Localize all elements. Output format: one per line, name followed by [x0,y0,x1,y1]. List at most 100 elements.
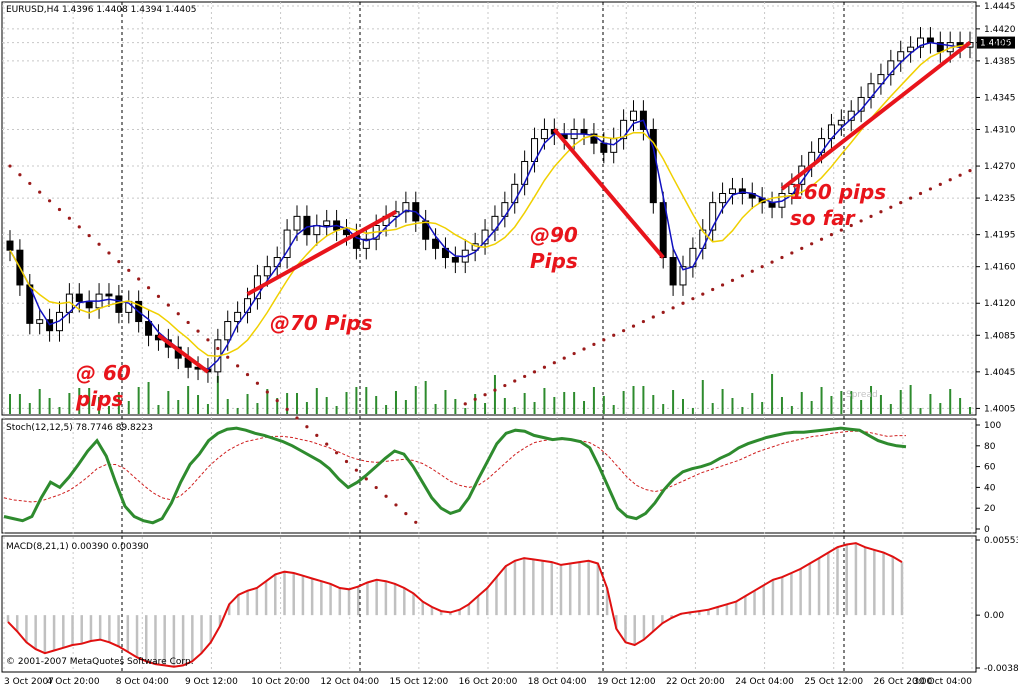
x-tick-label: 26 Oct 20:00 [874,677,933,687]
candle-body [511,183,519,204]
long-ma-dot [137,277,141,281]
candle-body [887,60,895,76]
long-ma-dot [97,242,101,246]
long-ma-dot [839,228,843,232]
current-price-box [977,36,1015,49]
y-tick-label: 40 [984,483,996,493]
y-tick-label: 1.4160 [984,263,1016,273]
annotation-label: pips [75,387,123,411]
long-ma-dot [711,287,715,292]
long-ma-dot [819,237,824,241]
x-tick-label: 15 Oct 12:00 [390,677,449,687]
y-tick-label: 1.4445 [984,2,1016,12]
long-ma-dot [542,365,547,369]
long-ma-dot [968,169,972,173]
long-ma-dot [740,274,744,278]
candle-body [788,183,796,194]
y-tick-label: 1.4235 [984,194,1016,204]
long-ma-dot [364,477,368,481]
candle-body [234,311,242,323]
y-tick-label: 0 [984,525,990,535]
long-ma-dot [671,306,675,310]
long-ma-dot [483,393,487,397]
long-ma-dot [612,333,616,337]
x-tick-label: 25 Oct 12:00 [804,677,863,687]
long-ma-dot [928,187,933,191]
y-tick-label: 1.4005 [984,404,1016,414]
long-ma-dot [641,319,646,324]
candle-body [224,321,232,341]
long-ma-dot [265,390,269,394]
annotation-label: @70 Pips [270,311,373,335]
long-ma-dot [869,214,873,218]
candle-body [719,192,727,204]
candle-body [857,96,865,112]
x-tick-label: 3 Oct 2007 [4,677,54,687]
long-ma-dot [730,278,735,282]
candle-body [620,119,628,140]
long-ma-dot [245,372,250,377]
x-tick-label: 4 Oct 20:00 [47,677,100,687]
long-ma-dot [938,182,942,186]
long-ma-dot [394,503,398,507]
long-ma-dot [909,196,913,200]
long-ma-dot [651,315,655,319]
candle-body [293,215,301,231]
volume-label: Spread [846,390,878,400]
long-ma-dot [849,223,853,228]
long-ma-dot [305,425,309,429]
long-ma-dot [493,388,497,392]
stoch-signal-line [3,430,906,503]
long-ma-dot [691,297,695,301]
macd-signal-line [7,542,903,668]
x-tick-label: 18 Oct 04:00 [528,677,587,687]
long-ma-dot [87,233,91,238]
long-ma-dot [948,178,952,182]
long-ma-dot [28,181,32,186]
candle-body [115,295,123,313]
annotation-label: @ 60 [76,361,131,385]
long-ma-dot [829,233,834,237]
x-tick-label: 8 Oct 04:00 [116,677,169,687]
trend-line [157,333,210,374]
candle-body [897,51,905,62]
y-tick-label: 0.00 [984,611,1004,621]
long-ma-dot [720,283,725,287]
long-ma-dot [592,342,596,347]
candle-body [738,188,746,194]
long-ma-dot [552,361,556,365]
pane-frame [1,535,977,673]
y-tick-label: 1.4345 [984,93,1016,103]
long-ma-dot [315,433,319,438]
long-ma-dot [770,260,774,264]
long-ma-dot [780,255,784,260]
candle-body [630,110,638,121]
long-ma-dot [146,286,151,290]
x-tick-label: 19 Oct 12:00 [597,677,656,687]
candle-body [709,202,717,231]
candle-body [451,257,459,263]
long-ma-dot [859,219,863,223]
y-tick-label: 1.4085 [984,331,1016,341]
long-ma-dot [513,379,517,383]
candle-body [362,238,370,249]
x-tick-label: 9 Oct 12:00 [185,677,238,687]
long-ma-dot [681,301,685,305]
y-tick-label: 60 [984,463,996,473]
long-ma-dot [18,173,22,177]
trend-line [246,210,397,296]
y-tick-label: 20 [984,504,996,514]
copyright: © 2001-2007 MetaQuotes Software Corp. [6,657,194,667]
annotation-label: @90 [530,223,578,247]
long-ma-dot [38,190,42,194]
candle-body [907,46,915,53]
long-ma-dot [562,356,566,360]
y-tick-label: 1.4195 [984,231,1016,241]
long-ma-dot [523,374,527,379]
long-ma-dot [67,216,71,220]
long-ma-dot [344,459,349,464]
candle-body [36,319,44,324]
candle-body [917,37,925,48]
long-ma-dot [790,251,794,255]
candle-body [728,188,736,194]
